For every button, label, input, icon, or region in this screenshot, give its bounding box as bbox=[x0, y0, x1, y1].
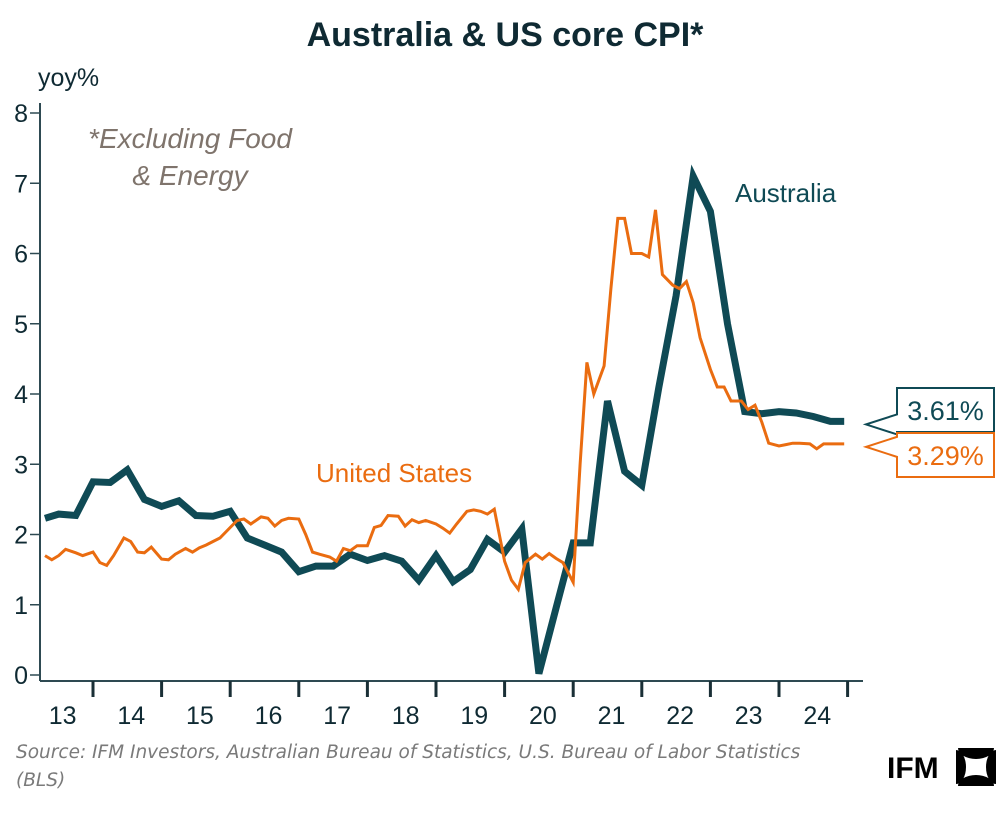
chart-title: Australia & US core CPI* bbox=[307, 16, 705, 54]
x-tick-label: 24 bbox=[803, 702, 831, 730]
y-axis-unit-label: yoy% bbox=[38, 64, 99, 92]
y-tick-label: 1 bbox=[14, 592, 28, 620]
x-tick-label: 15 bbox=[186, 702, 214, 730]
series-label-australia: Australia bbox=[735, 178, 837, 208]
annotation-line-1: *Excluding Food bbox=[88, 123, 293, 154]
x-tick-label: 18 bbox=[392, 702, 420, 730]
x-tick-label: 23 bbox=[735, 702, 763, 730]
y-tick-label: 3 bbox=[14, 451, 28, 479]
y-tick-label: 0 bbox=[14, 662, 28, 690]
x-tick-label: 17 bbox=[323, 702, 351, 730]
callout-value-australia: 3.61% bbox=[907, 396, 984, 426]
series-line-australia bbox=[43, 164, 845, 675]
callout-box-united-states bbox=[862, 432, 995, 478]
y-tick-label: 6 bbox=[14, 241, 28, 269]
x-tick-label: 16 bbox=[255, 702, 283, 730]
y-tick-label: 7 bbox=[14, 170, 28, 198]
source-note: Source: IFM Investors, Australian Bureau… bbox=[16, 742, 801, 763]
callout-value-united-states: 3.29% bbox=[907, 441, 984, 471]
x-tick-label: 14 bbox=[117, 702, 145, 730]
y-axis: 0 1 2 3 4 5 6 7 8 bbox=[14, 100, 41, 690]
source-note-line-2: (BLS) bbox=[16, 770, 65, 791]
x-tick-label: 21 bbox=[598, 702, 626, 730]
x-tick-label: 22 bbox=[666, 702, 694, 730]
end-value-callouts: 3.61% 3.29% bbox=[862, 387, 995, 478]
ifm-mark-icon bbox=[956, 748, 996, 786]
y-tick-label: 2 bbox=[14, 522, 28, 550]
series-layer bbox=[43, 164, 845, 675]
annotation-note: *Excluding Food & Energy bbox=[88, 123, 293, 191]
y-tick-label: 4 bbox=[14, 381, 28, 409]
ifm-logo: IFM bbox=[887, 748, 996, 786]
annotation-line-2: & Energy bbox=[132, 160, 249, 191]
series-line-united-states bbox=[44, 209, 845, 593]
logo-wordmark: IFM bbox=[887, 752, 939, 785]
y-tick-label: 8 bbox=[14, 100, 28, 128]
x-tick-label: 20 bbox=[529, 702, 557, 730]
y-tick-label: 5 bbox=[14, 311, 28, 339]
x-tick-label: 13 bbox=[49, 702, 77, 730]
series-label-united-states: United States bbox=[316, 458, 472, 488]
x-tick-label: 19 bbox=[460, 702, 488, 730]
x-axis: 13 14 15 16 17 18 19 20 21 22 23 24 bbox=[40, 680, 863, 730]
